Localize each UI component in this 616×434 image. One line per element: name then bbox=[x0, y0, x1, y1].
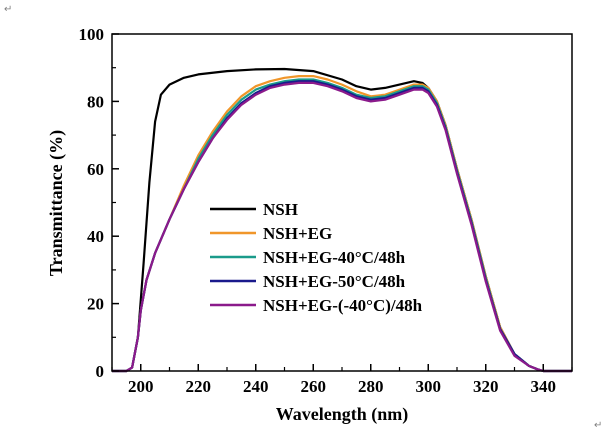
ticks-layer bbox=[111, 33, 573, 372]
series-line-4 bbox=[112, 81, 572, 373]
y-tick-label: 20 bbox=[87, 295, 104, 314]
x-tick-label: 340 bbox=[531, 377, 557, 396]
y-tick-label: 80 bbox=[87, 92, 104, 111]
x-tick-label: 320 bbox=[473, 377, 499, 396]
x-tick-label: 260 bbox=[301, 377, 327, 396]
y-axis-title: Transmittance (%) bbox=[46, 130, 67, 276]
legend-label-3: NSH+EG-50°C/48h bbox=[263, 272, 406, 291]
legend-label-1: NSH+EG bbox=[263, 224, 332, 243]
x-tick-label: 200 bbox=[128, 377, 154, 396]
x-tick-label: 220 bbox=[186, 377, 212, 396]
series-line-3 bbox=[112, 80, 572, 373]
paragraph-mark-top: ↵ bbox=[4, 4, 12, 15]
x-tick-label: 300 bbox=[416, 377, 442, 396]
x-tick-label: 240 bbox=[243, 377, 269, 396]
series-line-0 bbox=[112, 67, 572, 373]
paragraph-mark-bottom: ↵ bbox=[594, 420, 602, 431]
legend-label-2: NSH+EG-40°C/48h bbox=[263, 248, 406, 267]
x-axis-title: Wavelength (nm) bbox=[276, 404, 409, 425]
legend-label-4: NSH+EG-(-40°C)/48h bbox=[263, 296, 423, 315]
series-line-1 bbox=[112, 74, 572, 373]
y-tick-label: 40 bbox=[87, 227, 104, 246]
legend: NSH NSH+EG NSH+EG-40°C/48h NSH+EG-50°C/48h N… bbox=[210, 200, 423, 315]
y-tick-label: 0 bbox=[96, 362, 105, 381]
y-tick-label: 60 bbox=[87, 160, 104, 179]
legend-label-0: NSH bbox=[263, 200, 298, 219]
series-layer bbox=[112, 67, 572, 373]
series-line-2 bbox=[112, 78, 572, 373]
y-tick-label: 100 bbox=[79, 25, 105, 44]
tick-labels-layer: 200 220 240 260 280 300 320 340 0 20 40 60 80 100 bbox=[79, 25, 557, 396]
x-tick-label: 280 bbox=[358, 377, 384, 396]
